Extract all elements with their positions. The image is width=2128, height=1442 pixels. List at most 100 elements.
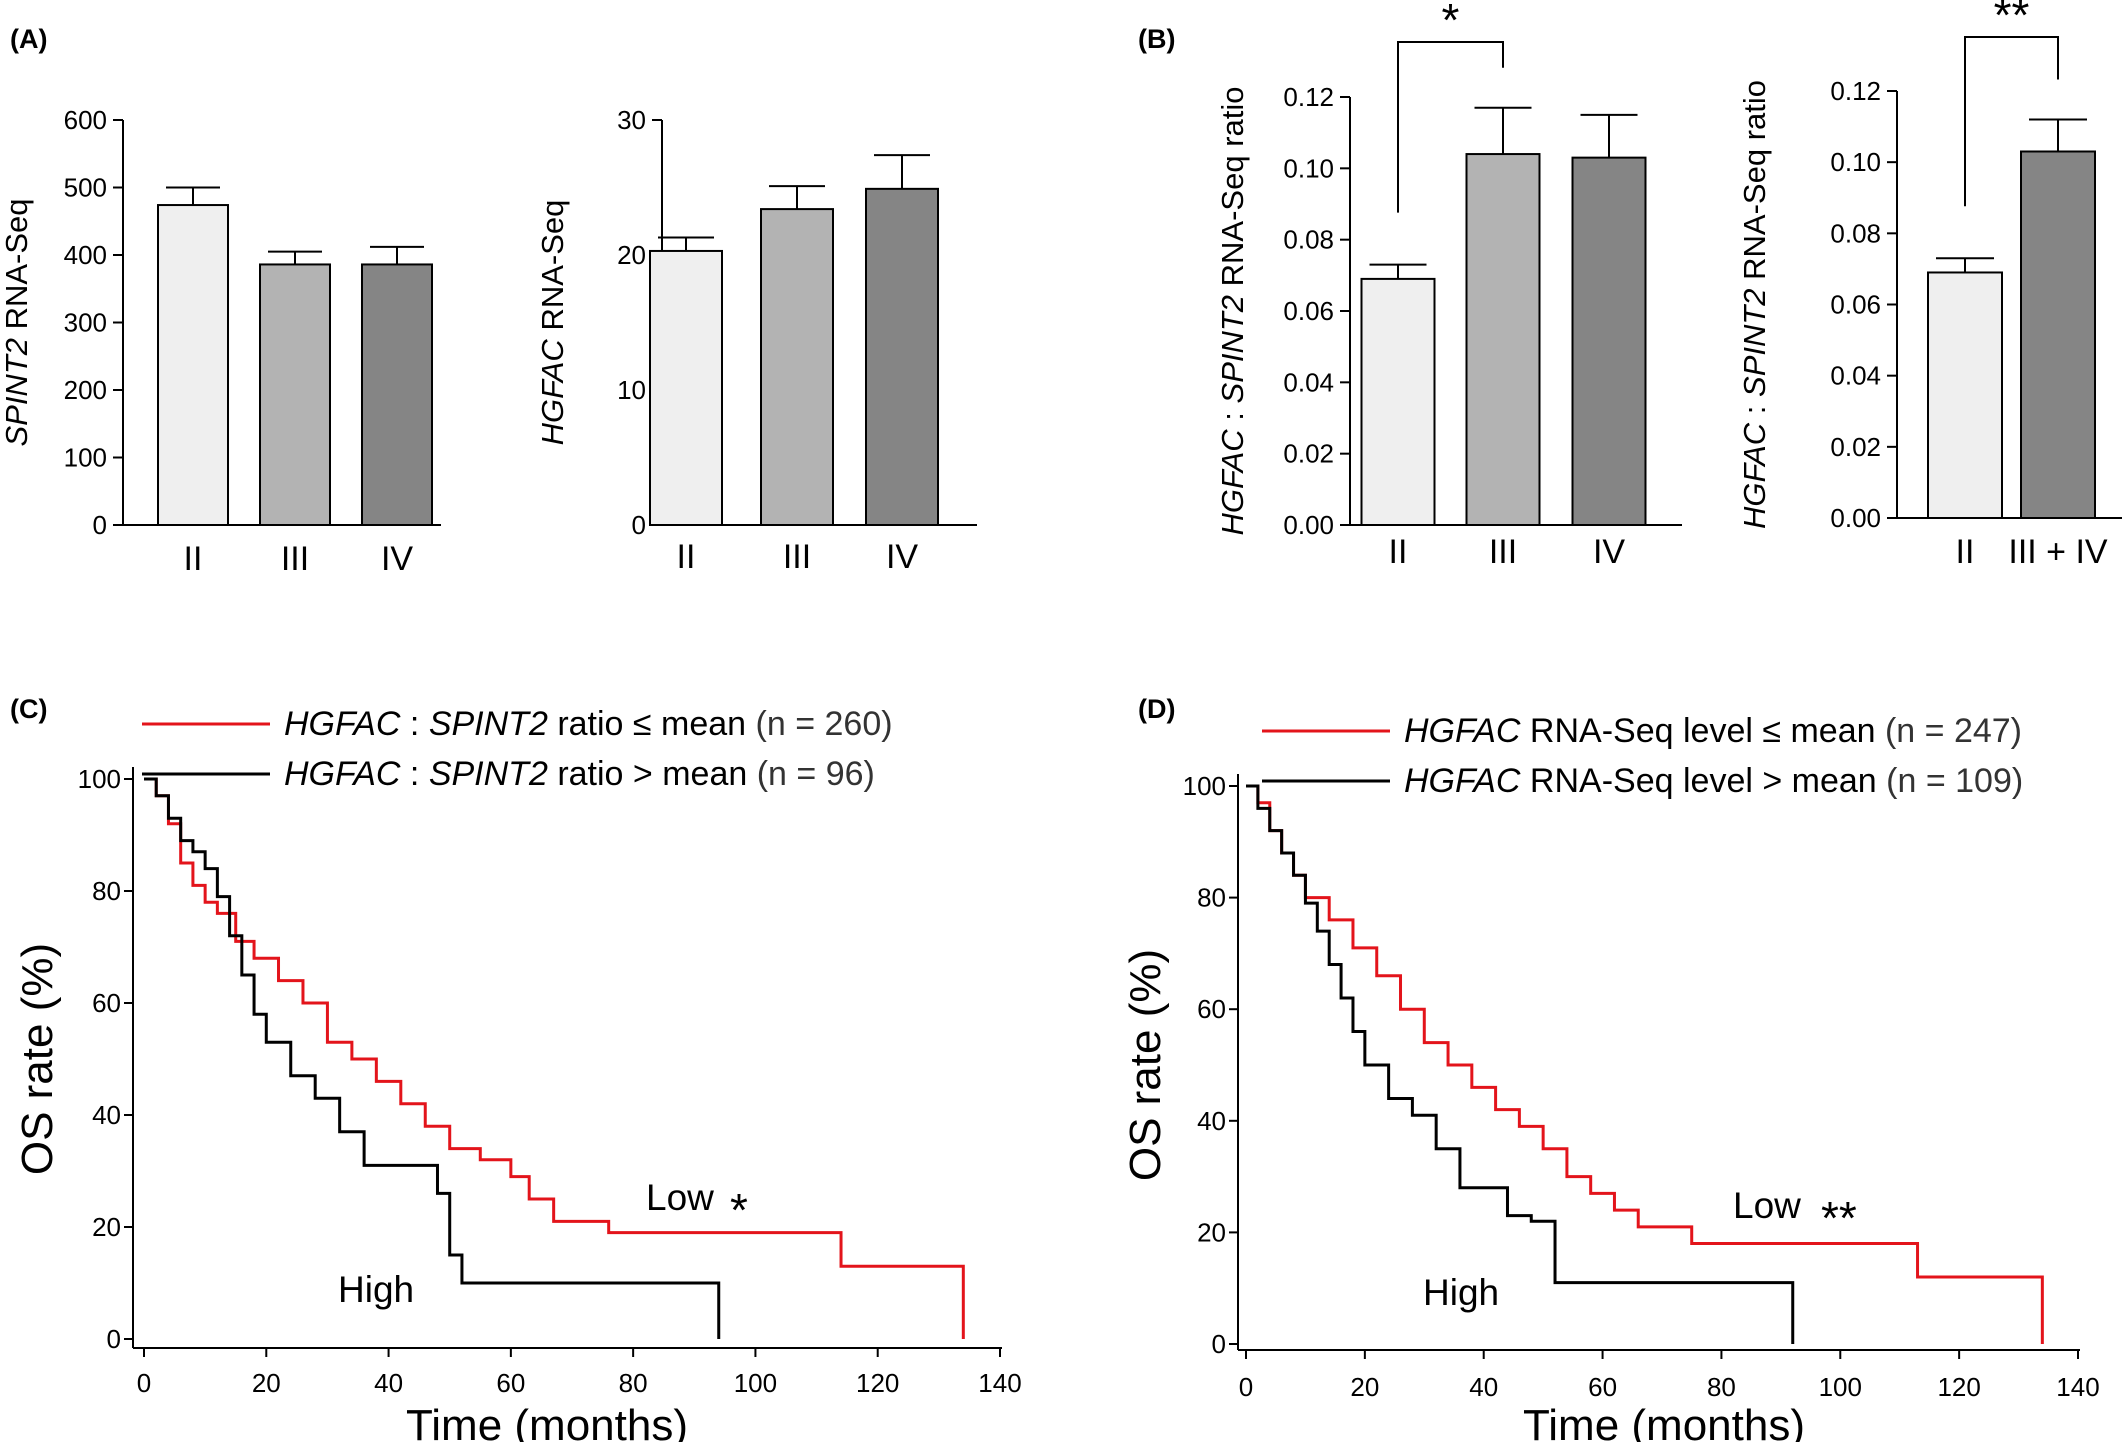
x-category-label: II [1956,533,1975,571]
bar [361,263,433,526]
x-tick-label: 0 [137,1368,151,1398]
y-tick-label: 100 [78,764,121,794]
y-tick-label: 80 [1197,883,1226,913]
y-tick-label: 40 [1197,1106,1226,1136]
legend-label: HGFAC RNA-Seq level ≤ mean (n = 247) [1404,712,2022,750]
group-label-high: High [1423,1272,1499,1313]
y-tick-label: 0.00 [1830,503,1881,533]
y-tick-label: 0.10 [1830,147,1881,177]
legend-label: HGFAC : SPINT2 ratio > mean (n = 96) [284,755,875,793]
x-tick-label: 40 [374,1368,403,1398]
y-tick-label: 20 [617,240,646,270]
y-tick-label: 500 [64,173,107,203]
x-tick-label: 140 [2056,1372,2099,1402]
bar [760,208,834,526]
group-label-low: Low [1733,1185,1801,1226]
x-tick-label: 80 [619,1368,648,1398]
survival-curve-high [144,777,721,1339]
significance-marker: ** [1994,0,2030,41]
group-label-low: Low [646,1177,714,1218]
y-axis-label: OS rate (%) [1121,949,1170,1181]
bar [1465,153,1541,526]
significance-marker: * [1442,0,1460,46]
y-tick-label: 20 [1197,1217,1226,1247]
y-axis-label: SPINT2 RNA-Seq [0,198,34,446]
y-tick-label: 10 [617,375,646,405]
y-tick-label: 0 [1212,1329,1226,1359]
y-tick-label: 600 [64,105,107,135]
y-tick-label: 400 [64,240,107,270]
x-axis-label: Time (months) [1523,1401,1805,1442]
y-tick-label: 0 [632,510,646,540]
x-tick-label: 120 [1937,1372,1980,1402]
y-tick-label: 20 [92,1212,121,1242]
y-tick-label: 0.08 [1283,225,1334,255]
significance-marker: ** [1821,1192,1857,1244]
bar [157,204,229,527]
y-tick-label: 100 [64,443,107,473]
bar [1360,277,1436,526]
survival-chart: 0 20 40 60 80 100 120 140 0 20 40 60 80 100 HGFAC RNA-… [1121,712,2100,1442]
legend-label: HGFAC RNA-Seq level > mean (n = 109) [1404,762,2023,800]
x-tick-label: 60 [1588,1372,1617,1402]
x-tick-label: 60 [496,1368,525,1398]
panel-label: (D) [1138,694,1175,724]
panel-label: (A) [10,24,47,54]
x-category-label: IV [1593,533,1625,571]
y-tick-label: 60 [1197,994,1226,1024]
y-tick-label: 0.10 [1283,153,1334,183]
x-tick-label: 140 [978,1368,1021,1398]
y-tick-label: 200 [64,375,107,405]
significance-marker: * [730,1184,748,1236]
panel-label: (B) [1138,24,1175,54]
bar [1927,271,2003,519]
x-category-label: III [783,538,811,576]
y-tick-label: 0 [107,1324,121,1354]
bar [2020,150,2096,519]
bar [649,249,723,526]
y-tick-label: 100 [1183,771,1226,801]
x-category-label: IV [886,538,918,576]
y-tick-label: 30 [617,105,646,135]
y-tick-label: 0.08 [1830,218,1881,248]
y-tick-label: 0.04 [1283,367,1334,397]
significance-bracket [1397,41,1504,213]
x-category-label: III + IV [2008,533,2108,571]
y-tick-label: 300 [64,308,107,338]
y-tick-label: 60 [92,988,121,1018]
y-axis-label: HGFAC RNA-Seq [535,200,570,446]
x-tick-label: 100 [734,1368,777,1398]
y-tick-label: 80 [92,876,121,906]
bar [259,263,331,526]
y-tick-label: 0.04 [1830,361,1881,391]
bar-chart: 0.00 0.02 0.04 0.06 0.08 0.10 0.12 II III + IV **… [1737,0,2122,571]
x-tick-label: 120 [856,1368,899,1398]
y-axis-label: HGFAC : SPINT2 RNA-Seq ratio [1215,86,1250,535]
x-tick-label: 0 [1239,1372,1253,1402]
x-category-label: II [184,540,203,578]
y-tick-label: 0.02 [1830,432,1881,462]
survival-chart: 0 20 40 60 80 100 120 140 0 20 40 60 80 100 HGFAC : SP… [13,705,1022,1442]
legend-label: HGFAC : SPINT2 ratio ≤ mean (n = 260) [284,705,893,743]
x-tick-label: 20 [1350,1372,1379,1402]
x-category-label: II [1389,533,1408,571]
bar [865,187,939,526]
survival-curve-high [1246,784,1795,1344]
y-axis-label: OS rate (%) [13,943,62,1175]
y-tick-label: 0 [93,510,107,540]
x-category-label: III [1489,533,1517,571]
y-tick-label: 0.00 [1283,510,1334,540]
x-category-label: III [281,540,309,578]
bar [1571,156,1647,526]
y-tick-label: 0.02 [1283,439,1334,469]
x-tick-label: 20 [252,1368,281,1398]
y-tick-label: 40 [92,1100,121,1130]
y-tick-label: 0.06 [1830,290,1881,320]
x-tick-label: 40 [1469,1372,1498,1402]
y-tick-label: 0.06 [1283,296,1334,326]
